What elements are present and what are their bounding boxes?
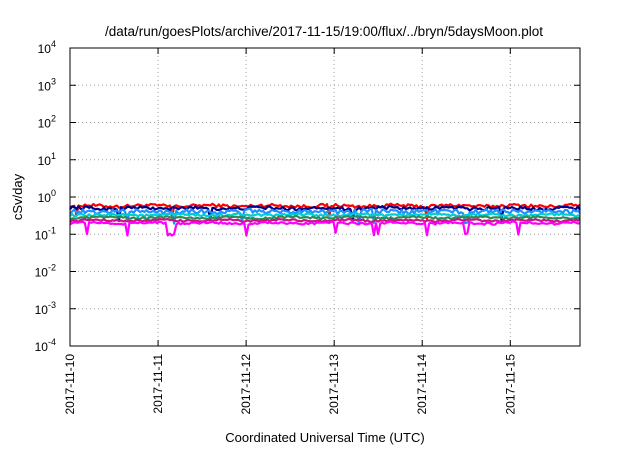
x-axis-label: Coordinated Universal Time (UTC)	[225, 430, 424, 445]
x-tick-label: 2017-11-11	[151, 354, 165, 414]
x-tick-label: 2017-11-13	[327, 354, 341, 415]
y-tick-label: 10-2	[35, 263, 56, 280]
y-tick-label: 101	[38, 151, 56, 168]
y-tick-label: 100	[38, 188, 56, 205]
x-tick-label: 2017-11-15	[503, 354, 517, 415]
y-tick-label: 103	[38, 76, 56, 93]
y-tick-label: 104	[38, 39, 56, 56]
series-line	[69, 212, 581, 218]
series-group	[69, 202, 581, 237]
y-tick-label: 10-1	[35, 225, 56, 242]
series-line	[69, 220, 581, 237]
x-tick-label: 2017-11-10	[63, 354, 77, 415]
x-axis: 2017-11-10 2017-11-11 2017-11-12 2017-11-13…	[63, 48, 517, 415]
y-tick-label: 10-3	[35, 300, 56, 317]
y-tick-label: 10-4	[35, 337, 56, 354]
x-tick-label: 2017-11-14	[415, 354, 429, 415]
series-line	[69, 217, 581, 224]
series-line	[69, 202, 581, 220]
y-tick-label: 102	[38, 114, 56, 131]
chart-title: /data/run/goesPlots/archive/2017-11-15/1…	[105, 24, 543, 39]
y-axis: 10-4 10-3 10-2 10-1 100 101 102 103 104	[35, 39, 580, 354]
series-line	[69, 205, 581, 222]
x-tick-label: 2017-11-12	[239, 354, 253, 415]
series-line	[69, 215, 581, 221]
grid-lines	[70, 48, 580, 346]
y-axis-label: cSv/day	[10, 173, 25, 220]
